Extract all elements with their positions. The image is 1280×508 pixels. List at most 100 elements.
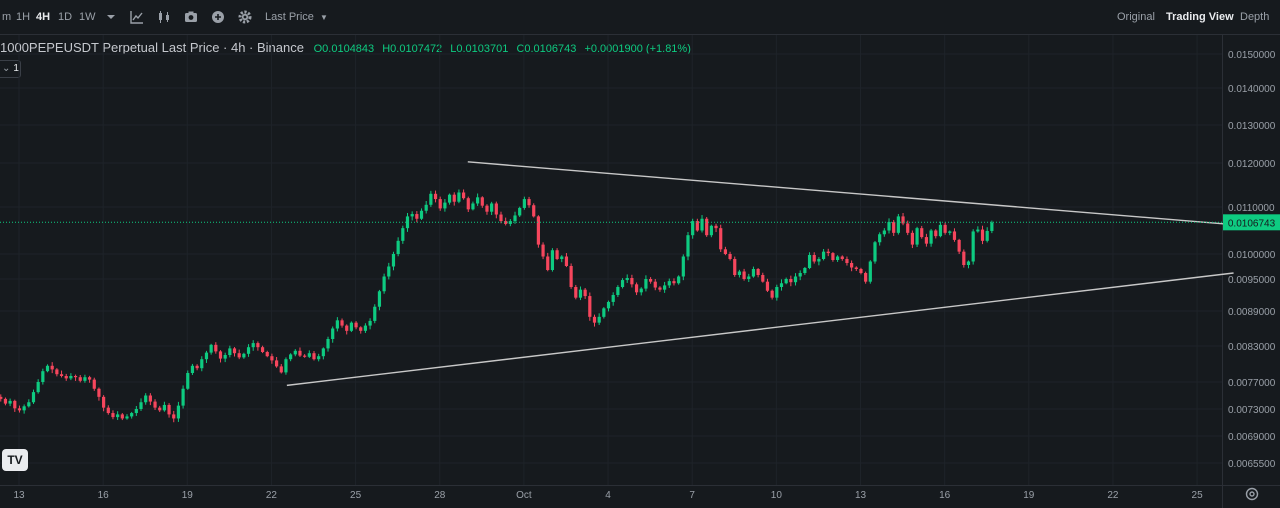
y-tick-label: 0.0120000	[1228, 159, 1276, 170]
candle-body	[775, 287, 779, 298]
candle	[134, 406, 138, 416]
candle-body	[466, 198, 470, 210]
candle	[878, 232, 882, 246]
candle	[125, 414, 129, 420]
candle	[840, 255, 844, 261]
interval-1d[interactable]: 1D	[58, 11, 73, 23]
high-value: H0.0107472	[382, 43, 443, 55]
candle	[518, 206, 522, 217]
candle-body	[658, 287, 662, 290]
last-price-tag	[1223, 214, 1280, 231]
candle-body	[532, 205, 536, 217]
interval-m[interactable]: m	[2, 11, 12, 23]
candle-body	[41, 371, 45, 382]
price-type-select[interactable]: Last Price ▼	[265, 0, 328, 34]
indicators-icon[interactable]	[129, 9, 145, 25]
indicator-count: 1	[13, 63, 19, 74]
candle	[172, 410, 176, 423]
candle-body	[985, 230, 989, 241]
candle	[251, 340, 255, 351]
candle-body	[97, 388, 101, 397]
candle-body	[120, 414, 124, 419]
candle	[677, 275, 681, 285]
candle	[775, 284, 779, 301]
candle	[190, 363, 195, 375]
candle	[952, 228, 957, 242]
candle	[31, 389, 36, 404]
candle-body	[728, 254, 732, 259]
candle-body	[410, 214, 414, 217]
x-tick-label: 7	[689, 490, 695, 501]
candle	[779, 279, 784, 291]
view-tab-original[interactable]: Original	[1117, 11, 1155, 23]
candle-body	[340, 320, 344, 326]
candle	[228, 345, 232, 358]
candle-body	[158, 407, 162, 411]
indicator-toggle[interactable]: ⌄ 1	[0, 60, 21, 78]
candle	[158, 405, 162, 413]
candle	[181, 385, 185, 409]
candle-body	[737, 271, 742, 275]
candle	[957, 238, 961, 255]
candle	[648, 277, 653, 284]
candle-body	[948, 231, 952, 233]
settings-gear-icon[interactable]	[1244, 486, 1260, 502]
candle-body	[457, 192, 461, 202]
view-tab-depth[interactable]: Depth	[1240, 11, 1270, 23]
candle	[714, 223, 718, 233]
candle-body	[331, 328, 335, 339]
interval-4h[interactable]: 4H	[36, 11, 51, 23]
chevron-down-icon[interactable]	[103, 9, 119, 25]
candle	[284, 357, 288, 375]
interval-1w[interactable]: 1W	[79, 11, 96, 23]
candle	[139, 398, 143, 411]
candle-body	[700, 218, 704, 231]
candle-body	[546, 256, 550, 270]
candle	[765, 278, 770, 293]
candlestick-chart[interactable]: 0.0106743 0.0065500 0.0069000 0.0073000 0.00…	[0, 35, 1280, 508]
candle	[87, 375, 92, 383]
candle-body	[335, 320, 339, 329]
candle	[756, 268, 760, 278]
candle-body	[260, 347, 265, 352]
candle	[59, 370, 64, 378]
trendline-lower[interactable]	[286, 272, 1234, 387]
candle	[705, 216, 709, 237]
gear-icon[interactable]	[237, 9, 253, 25]
y-tick-label: 0.0073000	[1228, 405, 1276, 416]
candle-body	[536, 216, 540, 245]
view-tab-trading-view[interactable]: Trading View	[1166, 11, 1234, 23]
add-icon[interactable]	[210, 9, 226, 25]
candle-body	[686, 235, 690, 257]
candle-body	[64, 376, 68, 379]
candle	[387, 262, 391, 280]
candle	[793, 273, 798, 286]
candle	[546, 252, 550, 272]
candle	[854, 266, 858, 271]
candle	[8, 398, 12, 407]
candle	[494, 201, 498, 219]
candle	[130, 411, 134, 419]
candle	[644, 275, 648, 292]
candle	[807, 252, 812, 270]
candle-body	[812, 255, 816, 262]
candle-type-icon[interactable]	[156, 9, 172, 25]
candle-body	[901, 216, 905, 224]
candle	[265, 350, 269, 358]
candle-body	[125, 416, 129, 419]
candle	[742, 268, 746, 281]
candle-body	[522, 199, 526, 208]
candle-body	[148, 395, 152, 402]
candle-body	[354, 322, 358, 328]
x-tick-label: 19	[1023, 490, 1035, 501]
interval-1h[interactable]: 1H	[16, 11, 31, 23]
ohlc-values: O0.0104843 H0.0107472 L0.0103701 C0.0106…	[314, 43, 696, 55]
candle-body	[826, 251, 830, 254]
candle	[887, 218, 891, 234]
candle-body	[3, 398, 8, 404]
candle	[204, 350, 209, 363]
trendline-upper[interactable]	[467, 161, 1231, 226]
candle	[340, 318, 344, 328]
screenshot-icon[interactable]	[183, 9, 199, 25]
candle-body	[756, 269, 760, 275]
